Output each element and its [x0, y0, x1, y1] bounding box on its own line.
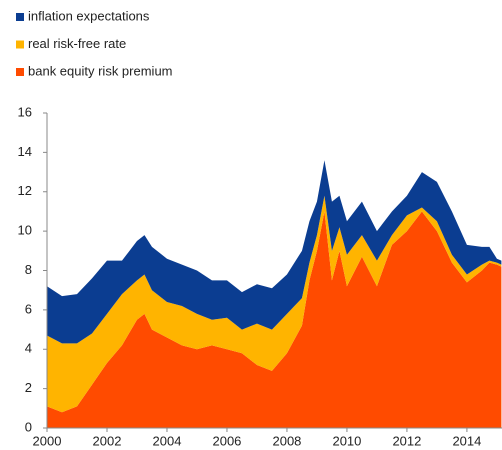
x-tick-label: 2000: [33, 433, 62, 448]
x-tick-label: 2008: [272, 433, 301, 448]
y-tick-label: 2: [25, 380, 32, 395]
legend-swatch: [16, 68, 24, 76]
x-tick-label: 2002: [93, 433, 122, 448]
x-tick-label: 2014: [452, 433, 481, 448]
y-tick-label: 12: [18, 183, 32, 198]
y-tick-label: 0: [25, 419, 32, 434]
legend-swatch: [16, 40, 24, 49]
legend-swatch: [16, 13, 24, 21]
y-tick-label: 6: [25, 301, 32, 316]
x-tick-label: 2004: [153, 433, 182, 448]
y-tick-label: 10: [18, 223, 32, 238]
area: [47, 195, 502, 413]
y-tick-label: 8: [25, 262, 32, 277]
area: [47, 160, 502, 344]
legend-label: bank equity risk premium: [28, 63, 173, 78]
area: [47, 211, 502, 428]
legend-label: inflation expectations: [28, 8, 150, 23]
y-tick-label: 16: [18, 104, 32, 119]
y-tick-label: 4: [25, 341, 32, 356]
y-tick-label: 14: [18, 144, 32, 159]
x-tick-label: 2010: [332, 433, 361, 448]
legend-label: real risk-free rate: [28, 36, 126, 51]
x-tick-label: 2012: [392, 433, 421, 448]
x-tick-label: 2006: [212, 433, 241, 448]
